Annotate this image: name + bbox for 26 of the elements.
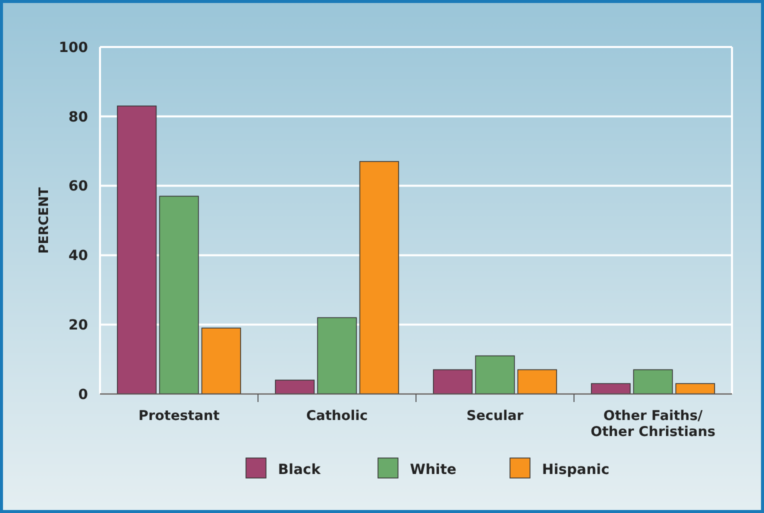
x-tick-label: Secular [466, 408, 524, 424]
bar [274, 380, 315, 394]
legend-label: Black [278, 462, 322, 478]
x-tick-label: Catholic [306, 408, 368, 424]
bar [475, 355, 515, 394]
bar [590, 383, 631, 394]
bar [633, 369, 673, 394]
bar [517, 369, 558, 394]
legend-label: White [410, 462, 456, 478]
y-tick-label: 40 [68, 248, 88, 264]
y-axis-title: PERCENT [37, 187, 52, 254]
x-tick-label: Other Faiths/ Other Christians [590, 408, 716, 440]
bar [201, 328, 242, 394]
y-tick-label: 20 [68, 318, 88, 334]
bar [359, 161, 400, 394]
x-tick-label: Protestant [138, 408, 220, 424]
bar [159, 196, 199, 394]
bar [675, 383, 716, 394]
y-tick-label: 80 [68, 109, 88, 126]
bar [116, 106, 157, 394]
legend-label: Hispanic [542, 462, 610, 478]
bar [317, 317, 357, 394]
y-tick-label: 60 [68, 178, 88, 195]
y-tick-label: 0 [78, 386, 88, 403]
y-tick-label: 100 [58, 40, 88, 56]
bar [432, 369, 473, 394]
